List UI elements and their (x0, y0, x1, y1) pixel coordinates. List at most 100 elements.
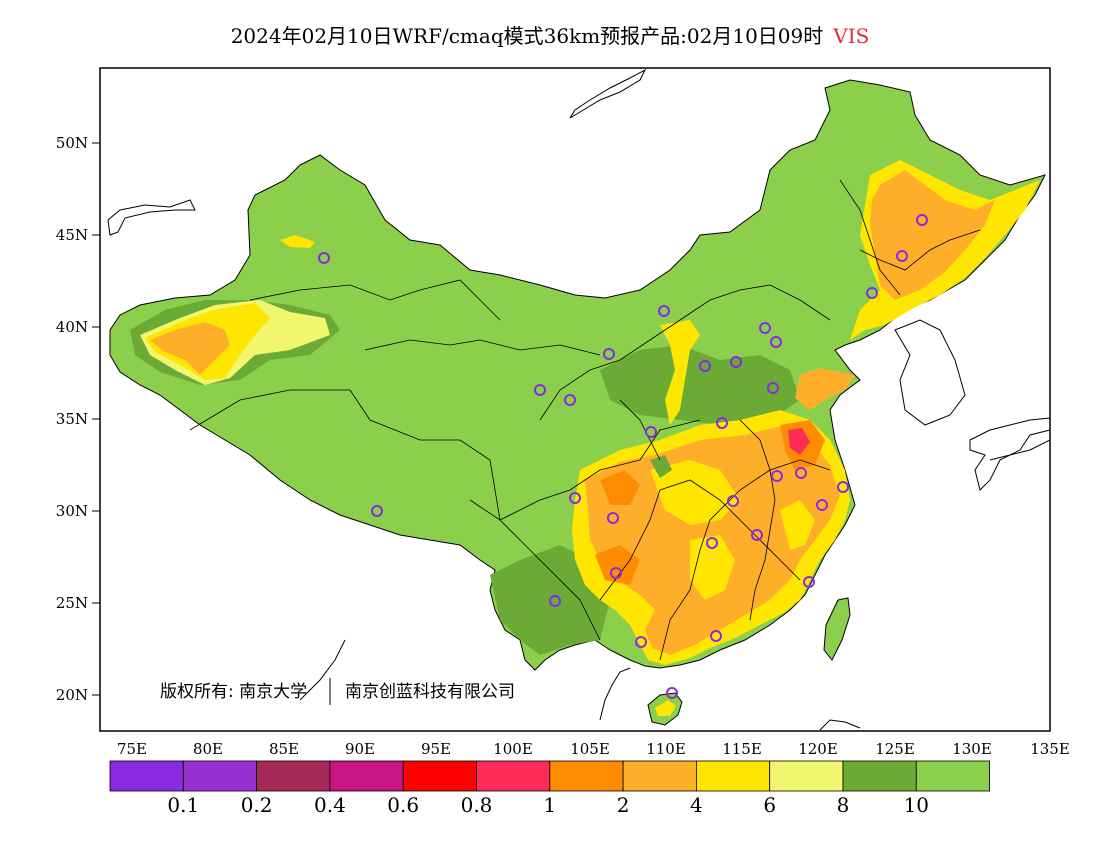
northeast-orange (870, 170, 995, 300)
station-marker (716, 417, 728, 429)
station-marker (569, 492, 581, 504)
colorbar-swatch (842, 760, 917, 792)
title-text: 2024年02月10日WRF/cmaq模式36km预报产品:02月10日09时 (230, 24, 824, 48)
xinjiang-north-yellow (280, 235, 315, 248)
station-marker (534, 384, 546, 396)
colorbar-label: 0.8 (461, 793, 493, 817)
station-marker (607, 512, 619, 524)
dark-green-region-north (600, 345, 800, 425)
xinjiang-orange (150, 322, 230, 375)
colorbar-label: 0.1 (167, 793, 199, 817)
station-marker (658, 305, 670, 317)
station-marker (371, 505, 383, 517)
colorbar-swatch (256, 760, 331, 792)
lat-label: 25N (56, 594, 88, 612)
station-marker (795, 467, 807, 479)
station-marker (767, 382, 779, 394)
south-inner-yellow-3 (780, 500, 815, 550)
station-marker (318, 252, 330, 264)
colorbar-swatch (769, 760, 844, 792)
colorbar-swatch (915, 760, 990, 792)
map-content: 版权所有: 南京大学 南京创蓝科技有限公司 (107, 68, 1050, 731)
south-inner-yellow-1 (650, 460, 740, 525)
colorbar-swatch (622, 760, 697, 792)
station-marker (699, 360, 711, 372)
lon-label: 80E (193, 740, 223, 758)
colorbar-label: 10 (904, 793, 929, 817)
station-marker (771, 470, 783, 482)
station-marker (730, 356, 742, 368)
colorbar-swatch (696, 760, 771, 792)
colorbar-swatch (476, 760, 551, 792)
hainan-yellow (655, 700, 676, 716)
variable-label: VIS (833, 24, 870, 48)
station-marker (896, 250, 908, 262)
station-marker (710, 630, 722, 642)
lon-label: 130E (952, 740, 992, 758)
lon-label: 105E (570, 740, 610, 758)
copyright-company: 南京创蓝科技有限公司 (345, 682, 515, 702)
colorbar-label: 0.2 (241, 793, 273, 817)
station-marker (803, 576, 815, 588)
lat-label: 45N (56, 226, 88, 244)
jiangsu-red (788, 428, 810, 455)
neighbor-coastlines (107, 68, 1050, 731)
lat-label: 35N (56, 410, 88, 428)
latitude-axis: 20N 25N 30N 35N 40N 45N 50N (56, 134, 100, 704)
colorbar-label: 6 (763, 793, 776, 817)
lon-label: 90E (345, 740, 375, 758)
lat-label: 20N (56, 686, 88, 704)
lon-label: 100E (493, 740, 533, 758)
lat-label: 40N (56, 318, 88, 336)
station-marker (603, 348, 615, 360)
map-frame (99, 67, 1051, 732)
lon-label: 95E (421, 740, 451, 758)
station-marker (549, 595, 561, 607)
lon-label: 135E (1030, 740, 1070, 758)
colorbar-swatch (109, 760, 184, 792)
lon-label: 115E (722, 740, 762, 758)
station-marker (770, 336, 782, 348)
colorbar: 0.1 0.2 0.4 0.6 0.8 1 2 4 6 8 10 (109, 760, 990, 817)
colorbar-swatch (182, 760, 258, 792)
longitude-axis: 75E 80E 85E 90E 95E 100E 105E 110E 115E … (117, 740, 1070, 758)
station-marker (727, 495, 739, 507)
colorbar-label: 0.4 (314, 793, 346, 817)
province-boundaries (189, 179, 981, 661)
colorbar-label: 2 (617, 793, 630, 817)
map-title: 2024年02月10日WRF/cmaq模式36km预报产品:02月10日09时 V… (0, 20, 1100, 49)
station-marker (706, 537, 718, 549)
station-marker (751, 529, 763, 541)
colorbar-swatch (549, 760, 624, 792)
copyright-owner: 版权所有: 南京大学 (160, 682, 307, 702)
station-marker (564, 394, 576, 406)
lon-label: 75E (117, 740, 147, 758)
station-marker (916, 214, 928, 226)
station-marker (666, 687, 678, 699)
station-marker (837, 481, 849, 493)
north-china-yellow (660, 320, 700, 425)
station-marker (866, 287, 878, 299)
station-marker (816, 499, 828, 511)
station-marker (635, 636, 647, 648)
lat-label: 50N (56, 134, 88, 152)
shandong-orange (795, 368, 855, 410)
lat-label: 30N (56, 502, 88, 520)
station-marker (645, 426, 657, 438)
lon-label: 120E (798, 740, 838, 758)
station-marker (759, 322, 771, 334)
south-dark-orange-1 (600, 470, 640, 505)
colorbar-label: 1 (543, 793, 556, 817)
colorbar-swatch (402, 760, 477, 792)
lon-label: 110E (646, 740, 686, 758)
south-inner-yellow-2 (690, 535, 735, 600)
sichuan-dark-green (650, 455, 672, 478)
station-marker (610, 567, 622, 579)
colorbar-swatch (329, 760, 404, 792)
colorbar-label: 0.6 (387, 793, 419, 817)
lon-label: 85E (269, 740, 299, 758)
colorbar-label: 4 (690, 793, 703, 817)
south-dark-orange-2 (595, 545, 640, 585)
monitoring-stations (318, 214, 928, 699)
